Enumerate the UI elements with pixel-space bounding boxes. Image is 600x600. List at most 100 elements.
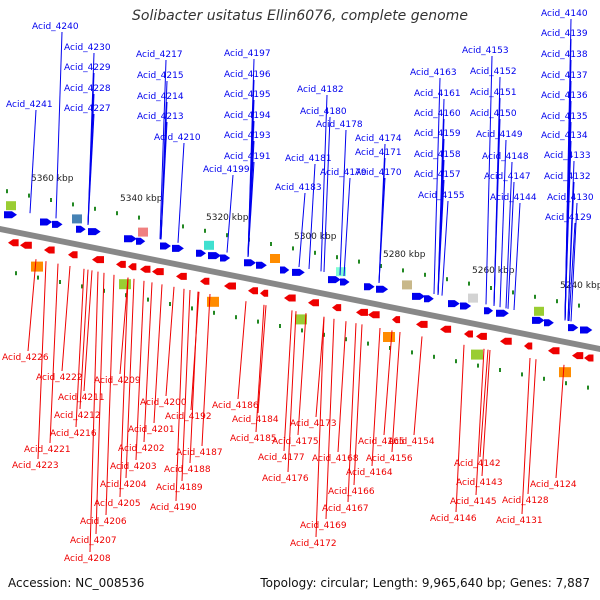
reverse-gene-arrow — [284, 294, 296, 302]
genome-title: Solibacter usitatus Ellin6076, complete … — [132, 8, 468, 24]
tick-mark — [543, 376, 545, 381]
feature-block — [559, 367, 571, 378]
reverse-gene-label: Acid_4206 — [80, 517, 127, 527]
forward-gene-leader — [323, 116, 331, 273]
reverse-gene-arrow — [92, 256, 104, 264]
forward-gene-label: Acid_4228 — [64, 84, 111, 94]
forward-gene-arrow — [4, 211, 17, 219]
reverse-gene-leader — [481, 349, 491, 477]
reverse-gene-label: Acid_4207 — [70, 536, 117, 546]
tick-mark — [50, 198, 52, 202]
reverse-gene-leader — [153, 284, 163, 424]
forward-gene-label: Acid_4137 — [541, 71, 588, 81]
reverse-gene-label: Acid_4143 — [456, 478, 503, 488]
reverse-gene-label: Acid_4223 — [12, 461, 59, 471]
forward-gene-label: Acid_4147 — [484, 172, 531, 182]
tick-mark — [587, 385, 589, 390]
reverse-gene-label: Acid_4189 — [156, 483, 203, 493]
forward-gene-label: Acid_4227 — [64, 104, 111, 114]
reverse-gene-leader — [119, 277, 129, 375]
reverse-gene-label: Acid_4200 — [140, 398, 187, 408]
reverse-gene-arrow — [392, 316, 401, 324]
tick-mark — [424, 272, 426, 277]
reverse-gene-label: Acid_4186 — [212, 401, 259, 411]
forward-gene-label: Acid_4178 — [316, 120, 363, 130]
tick-mark — [37, 275, 39, 280]
forward-gene-label: Acid_4210 — [154, 133, 201, 143]
forward-gene-arrow — [484, 307, 494, 315]
forward-gene-label: Acid_4161 — [414, 89, 461, 99]
reverse-gene-labels: Acid_4226 Acid_4222 Acid_4211 Acid_4212 Acid… — [2, 259, 577, 564]
tick-mark — [279, 324, 281, 328]
forward-gene-leader — [485, 55, 493, 305]
forward-gene-leader — [437, 179, 445, 295]
reverse-gene-leader — [143, 282, 153, 443]
reverse-gene-label: Acid_4190 — [150, 503, 197, 513]
forward-gene-leader — [493, 118, 501, 307]
forward-gene-arrow — [328, 276, 341, 284]
tick-mark — [182, 224, 184, 229]
forward-gene-arrow — [40, 218, 53, 226]
forward-gene-label: Acid_4217 — [136, 50, 183, 60]
tick-mark — [512, 290, 514, 295]
reverse-gene-leader — [135, 280, 145, 461]
forward-gene-label: Acid_4148 — [482, 152, 529, 162]
tick-mark — [6, 189, 8, 194]
scale-label: 5240 kbp — [560, 281, 600, 291]
forward-gene-label: Acid_4155 — [418, 191, 465, 201]
reverse-gene-leader — [347, 323, 357, 503]
tick-mark — [490, 286, 492, 290]
reverse-gene-leader — [527, 359, 537, 495]
reverse-gene-label: Acid_4211 — [58, 393, 105, 403]
reverse-gene-arrow — [332, 304, 342, 312]
reverse-gene-label: Acid_4212 — [54, 411, 101, 421]
forward-gene-label: Acid_4230 — [64, 43, 111, 53]
forward-gene-arrow — [460, 302, 472, 310]
reverse-gene-arrow — [260, 289, 269, 297]
reverse-gene-label: Acid_4128 — [502, 496, 549, 506]
forward-gene-label: Acid_4213 — [137, 112, 184, 122]
feature-block — [6, 201, 16, 211]
reverse-gene-arrow — [200, 277, 210, 285]
tick-mark — [578, 303, 580, 308]
tick-mark — [270, 242, 272, 246]
forward-gene-arrow — [424, 295, 434, 303]
forward-gene-leader — [226, 174, 234, 253]
reverse-gene-leader — [283, 310, 293, 452]
reverse-gene-arrow — [152, 268, 164, 276]
forward-gene-label: Acid_4194 — [224, 111, 271, 121]
reverse-gene-leader — [105, 274, 115, 516]
forward-gene-label: Acid_4129 — [545, 213, 592, 223]
scale-label: 5260 kbp — [472, 266, 515, 276]
reverse-gene-label: Acid_4164 — [346, 468, 393, 478]
reverse-gene-leader — [49, 263, 59, 444]
forward-gene-arrow — [412, 292, 425, 300]
tick-mark — [169, 302, 171, 306]
feature-block — [471, 349, 483, 360]
reverse-gene-label: Acid_4201 — [128, 425, 175, 435]
reverse-gene-leader — [555, 364, 565, 479]
reverse-gene-leader — [255, 304, 265, 433]
forward-gene-label: Acid_4215 — [137, 71, 184, 81]
reverse-gene-leader — [37, 261, 47, 460]
reverse-gene-leader — [371, 327, 381, 467]
reverse-gene-label: Acid_4185 — [230, 434, 277, 444]
reverse-gene-leader — [61, 265, 71, 372]
feature-block — [468, 293, 478, 303]
reverse-gene-label: Acid_4172 — [290, 539, 337, 549]
forward-gene-label: Acid_4157 — [414, 170, 461, 180]
feature-block — [336, 267, 346, 277]
tick-mark — [204, 228, 206, 233]
feature-block — [534, 306, 544, 316]
forward-gene-arrow — [280, 266, 290, 274]
reverse-gene-label: Acid_4176 — [262, 474, 309, 484]
tick-mark — [468, 281, 470, 286]
reverse-gene-leader — [201, 293, 211, 447]
forward-gene-label: Acid_4163 — [410, 68, 457, 78]
reverse-gene-leader — [315, 316, 325, 418]
tick-mark — [345, 337, 347, 342]
tick-mark — [138, 215, 140, 220]
forward-gene-leader — [247, 161, 255, 257]
tick-mark — [336, 255, 338, 260]
forward-gene-label: Acid_4197 — [224, 49, 271, 59]
